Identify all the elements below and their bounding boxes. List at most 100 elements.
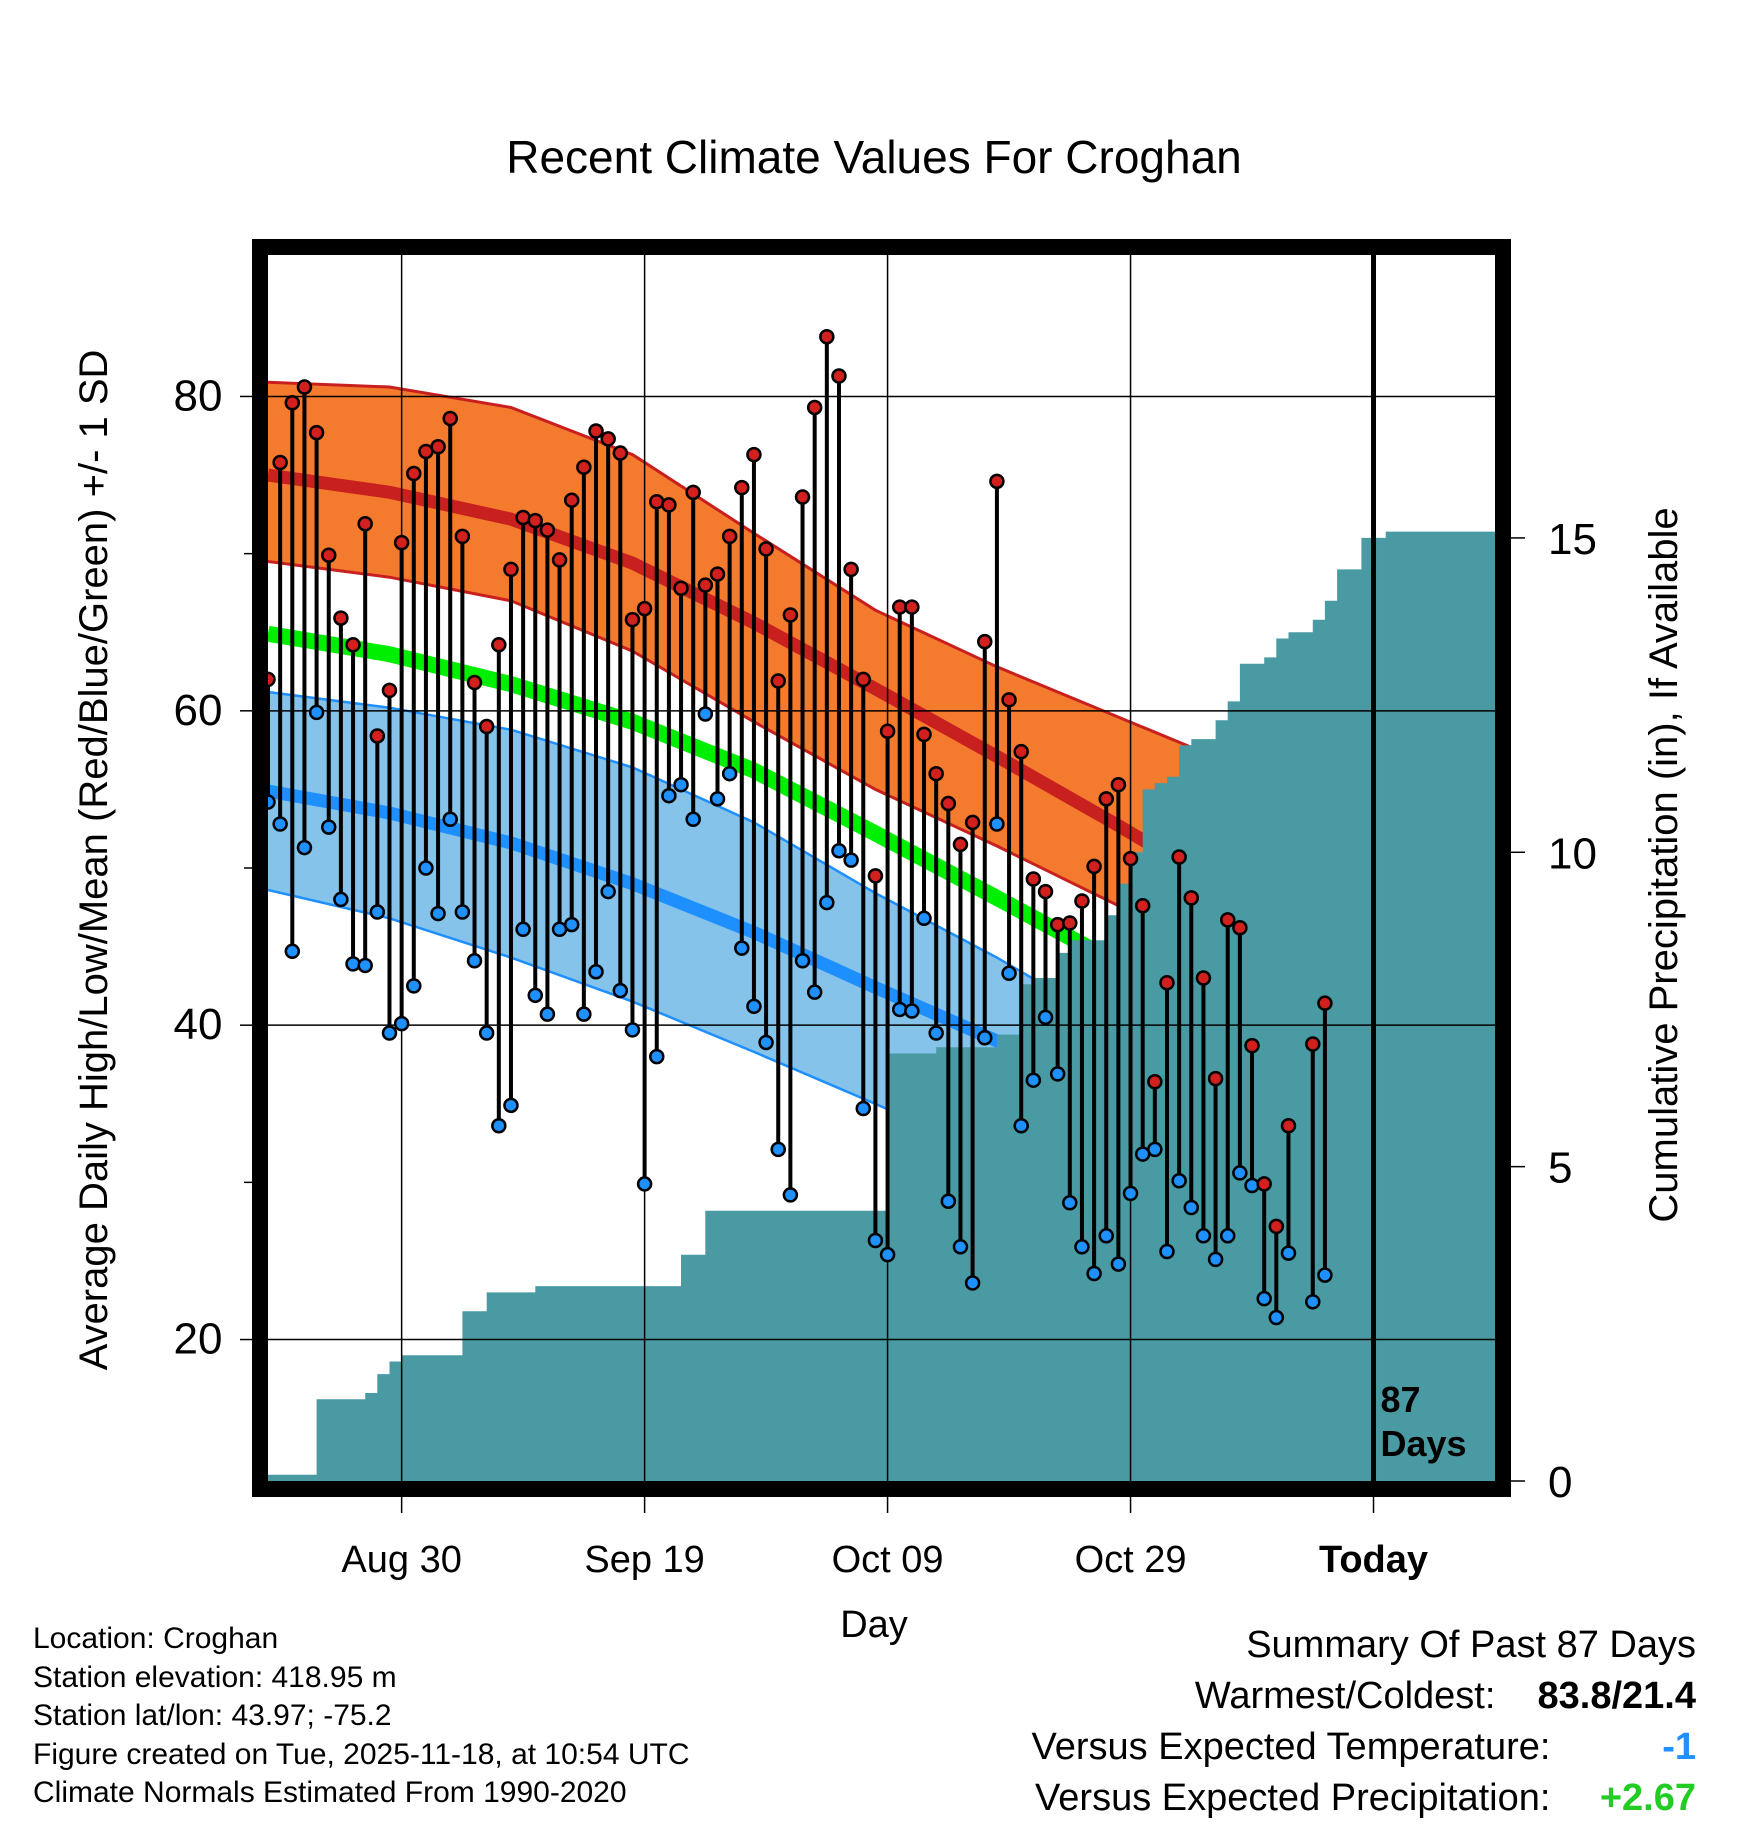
daily-low-point [649,1048,665,1065]
daily-high-point [393,534,410,551]
daily-high-point [746,446,762,463]
daily-high-point [1110,776,1127,793]
daily-high-point [685,484,701,501]
daily-high-point [442,410,458,427]
daily-high-point [1159,974,1175,991]
daily-high-point [904,599,920,615]
daily-low-point [1317,1267,1333,1283]
daily-high-point [381,682,398,699]
daily-high-point [357,516,373,532]
daily-high-point [916,726,932,743]
latlon-text: Station lat/lon: 43.97; -75.2 [33,1699,392,1732]
summary-temp-row: Versus Expected Temperature: -1 [1032,1722,1696,1773]
daily-high-point [770,673,786,689]
daily-low-point [345,956,361,972]
daily-high-point [1171,849,1187,865]
daily-high-point [636,600,653,617]
daily-low-point [1280,1245,1297,1261]
daily-low-point [977,1030,993,1046]
today-days-count: 87 [1381,1379,1421,1420]
daily-low-point [478,1025,495,1041]
daily-high-point [855,671,872,688]
daily-low-point [1062,1195,1078,1211]
daily-high-point [794,489,811,505]
daily-high-point [268,671,276,688]
daily-low-point [1110,1256,1127,1272]
daily-low-point [466,952,483,969]
daily-low-point [381,1025,398,1041]
daily-high-point [928,765,944,782]
summary-panel: Summary Of Past 87 Days Warmest/Coldest:… [1032,1620,1696,1824]
warm-label: Warmest/Coldest: [1194,1675,1496,1717]
daily-low-point [333,891,349,908]
daily-low-point [794,952,811,969]
daily-high-point [296,379,313,395]
daily-high-point [989,473,1005,490]
daily-low-point [782,1187,799,1203]
daily-high-point [503,561,519,578]
y-tick-label: 20 [174,1315,223,1364]
y-tick-label: 60 [174,686,223,735]
precip-value: +2.67 [1599,1777,1696,1819]
daily-high-point [1098,791,1114,807]
daily-high-point [831,368,847,384]
daily-low-point [916,910,932,927]
daily-high-point [333,610,349,626]
daily-high-point [758,541,774,557]
plot-frame [252,239,1511,1497]
daily-high-point [563,492,580,508]
daily-high-point [1062,915,1078,931]
daily-low-point [588,963,604,980]
daily-high-point [272,454,288,471]
summary-warm-row: Warmest/Coldest: 83.8/21.4 [1032,1671,1696,1722]
daily-high-point [478,718,495,735]
daily-low-point [612,982,629,999]
normals-text: Climate Normals Estimated From 1990-2020 [33,1776,627,1809]
daily-high-point [964,814,981,831]
daily-low-point [1207,1251,1224,1268]
summary-precip-row: Versus Expected Precipitation: +2.67 [1032,1773,1696,1824]
daily-low-point [1037,1009,1054,1026]
elevation-text: Station elevation: 418.95 m [33,1660,397,1694]
daily-high-point [1122,850,1139,867]
daily-high-point [1207,1070,1224,1087]
x-axis-title: Day [840,1604,908,1646]
daily-high-point [1049,916,1066,933]
daily-low-point [1074,1239,1090,1255]
daily-high-point [1256,1176,1272,1192]
today-days-word: Days [1381,1423,1467,1464]
daily-low-point [770,1141,786,1158]
daily-low-point [806,984,823,1000]
daily-low-point [685,811,701,828]
x-tick-label: Sep 19 [584,1539,704,1581]
daily-low-point [721,765,738,782]
daily-low-point [940,1193,957,1209]
daily-high-point [1305,1036,1321,1052]
daily-high-point [940,795,957,812]
daily-low-point [503,1097,519,1114]
daily-low-point [928,1025,944,1041]
daily-high-point [1134,897,1151,914]
daily-low-point [357,957,373,974]
daily-high-point [879,723,896,740]
daily-low-point [1025,1072,1042,1088]
daily-high-point [612,445,629,461]
daily-low-point [831,842,847,859]
daily-high-point [1013,743,1029,760]
y2-tick-label: 0 [1548,1458,1572,1507]
daily-low-point [1195,1228,1212,1244]
daily-low-point [879,1246,896,1263]
chart-title: Recent Climate Values For Croghan [506,131,1242,183]
daily-high-point [491,637,507,653]
daily-low-point [296,839,313,856]
daily-low-point [904,1003,920,1019]
daily-high-point [551,552,568,568]
location-text: Location: Croghan [33,1622,279,1655]
daily-high-point [1232,919,1248,936]
daily-high-point [952,836,969,853]
daily-low-point [1086,1265,1102,1282]
daily-high-point [1086,858,1102,875]
daily-high-point [1219,912,1236,928]
daily-high-point [624,611,641,628]
daily-high-point [1074,893,1090,909]
